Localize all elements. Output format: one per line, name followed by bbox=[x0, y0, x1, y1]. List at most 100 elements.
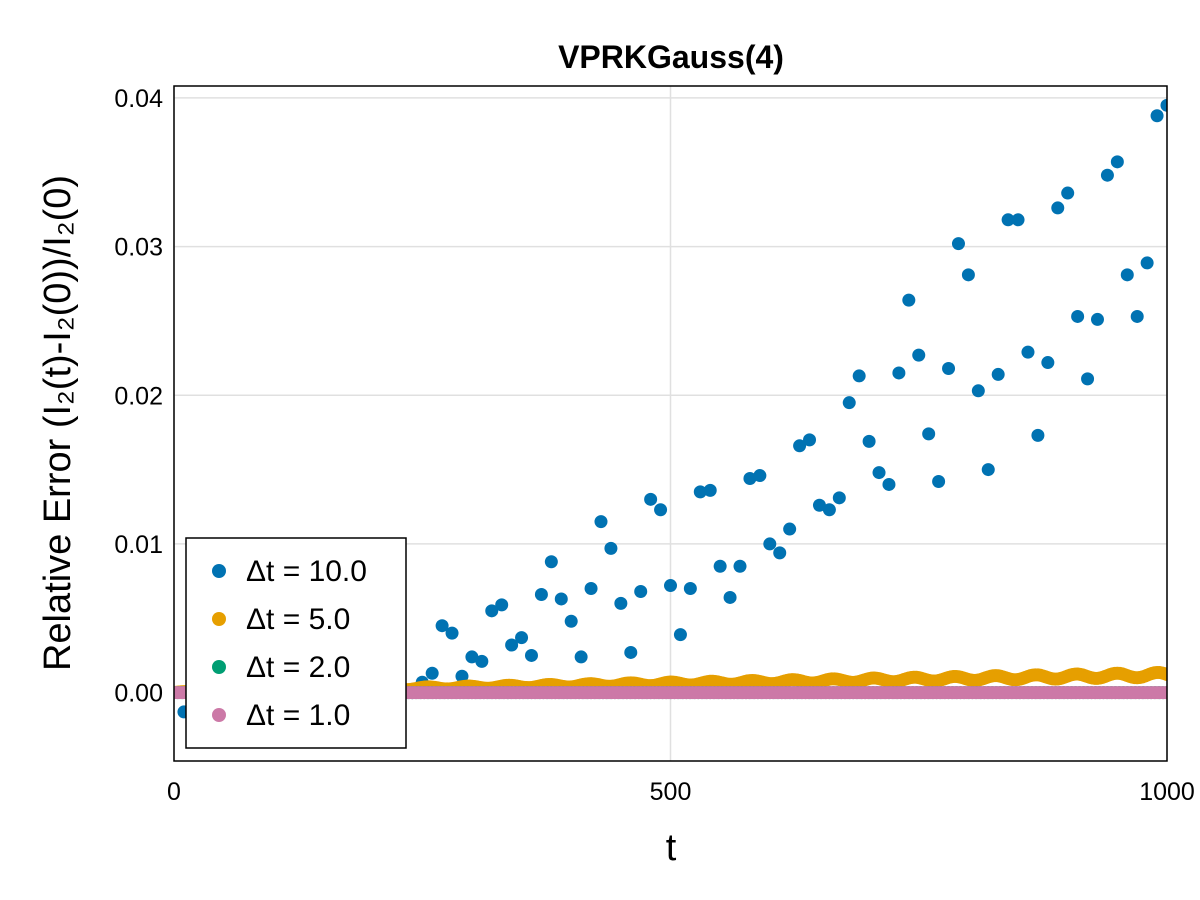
x-tick-label: 1000 bbox=[1139, 778, 1195, 806]
legend-marker bbox=[212, 612, 226, 626]
point-dt-10 bbox=[1061, 186, 1075, 200]
point-dt-10 bbox=[812, 498, 826, 512]
point-dt-10 bbox=[1150, 109, 1164, 123]
point-dt-10 bbox=[654, 503, 668, 517]
plot-frame bbox=[173, 85, 1168, 762]
y-axis-ticks: 0.00 0.01 0.02 0.03 0.04 bbox=[114, 85, 163, 708]
point-dt-10 bbox=[1001, 213, 1015, 227]
point-dt-10 bbox=[1041, 356, 1055, 370]
point-dt-10 bbox=[564, 614, 578, 628]
point-dt-10 bbox=[981, 463, 995, 477]
legend-label: Δt = 5.0 bbox=[246, 603, 350, 636]
point-dt-10 bbox=[435, 619, 449, 633]
point-dt-10 bbox=[1021, 345, 1035, 359]
legend-label: Δt = 1.0 bbox=[246, 699, 350, 732]
point-dt-10 bbox=[922, 427, 936, 441]
point-dt-10 bbox=[1071, 309, 1085, 323]
legend-label: Δt = 2.0 bbox=[246, 651, 350, 684]
point-dt-10 bbox=[971, 384, 985, 398]
point-dt-10 bbox=[614, 596, 628, 610]
point-dt-10 bbox=[753, 469, 767, 483]
point-dt-10 bbox=[773, 546, 787, 560]
point-dt-10 bbox=[902, 293, 916, 307]
point-dt-10 bbox=[1120, 268, 1134, 282]
point-dt-10 bbox=[793, 439, 807, 453]
point-dt-10 bbox=[505, 638, 519, 652]
point-dt-10 bbox=[763, 537, 777, 551]
point-dt-10 bbox=[892, 366, 906, 380]
y-axis-label: Relative Error (I₂(t)-I₂(0))/I₂(0) bbox=[37, 175, 79, 671]
point-dt-10 bbox=[664, 579, 677, 593]
point-dt-10 bbox=[803, 433, 817, 447]
point-dt-10 bbox=[951, 237, 965, 251]
point-dt-10 bbox=[1031, 428, 1045, 442]
point-dt-10 bbox=[842, 396, 856, 410]
point-dt-10 bbox=[1090, 312, 1104, 326]
y-tick-label: 0.04 bbox=[114, 85, 163, 113]
point-dt-10 bbox=[733, 559, 747, 573]
point-dt-10 bbox=[1100, 168, 1114, 182]
point-dt-10 bbox=[1011, 213, 1025, 227]
legend-label: Δt = 10.0 bbox=[246, 555, 367, 588]
y-tick-label: 0.03 bbox=[114, 234, 163, 262]
point-dt-10 bbox=[1160, 98, 1167, 112]
point-dt-10 bbox=[524, 648, 538, 662]
point-dt-10 bbox=[465, 650, 479, 664]
x-axis-ticks: 0 500 1000 bbox=[167, 778, 1195, 806]
point-dt-10 bbox=[852, 369, 866, 383]
point-dt-10 bbox=[1051, 201, 1065, 215]
point-dt-10 bbox=[673, 628, 687, 642]
point-dt-10 bbox=[574, 650, 588, 664]
point-dt-10 bbox=[425, 666, 439, 680]
point-dt-10 bbox=[534, 587, 548, 601]
y-tick-label: 0.02 bbox=[114, 382, 163, 410]
point-dt-10 bbox=[544, 555, 558, 569]
point-dt-10 bbox=[703, 483, 717, 497]
point-dt-5 bbox=[1160, 668, 1167, 682]
legend-marker bbox=[212, 708, 226, 722]
point-dt-10 bbox=[594, 515, 608, 529]
point-dt-10 bbox=[991, 367, 1005, 381]
point-dt-10 bbox=[455, 669, 469, 683]
point-dt-10 bbox=[445, 626, 459, 640]
point-dt-10 bbox=[862, 434, 876, 448]
point-dt-10 bbox=[584, 582, 598, 596]
point-dt-10 bbox=[932, 474, 946, 488]
point-dt-10 bbox=[475, 654, 489, 668]
point-dt-10 bbox=[723, 590, 737, 604]
point-dt-10 bbox=[942, 361, 956, 375]
y-tick-label: 0.00 bbox=[114, 680, 163, 708]
point-dt-10 bbox=[1110, 155, 1124, 169]
point-dt-10 bbox=[832, 491, 846, 505]
point-dt-10 bbox=[644, 492, 658, 506]
point-dt-10 bbox=[713, 559, 727, 573]
point-dt-10 bbox=[604, 541, 618, 555]
point-dt-10 bbox=[634, 585, 648, 599]
legend: Δt = 10.0 Δt = 5.0 Δt = 2.0 Δt = 1.0 bbox=[185, 537, 407, 749]
point-dt-10 bbox=[872, 466, 886, 480]
point-dt-10 bbox=[961, 268, 975, 282]
point-dt-10 bbox=[1140, 256, 1154, 270]
x-tick-label: 0 bbox=[167, 778, 181, 806]
chart-title: VPRKGauss(4) bbox=[558, 39, 784, 75]
point-dt-10 bbox=[485, 604, 499, 618]
point-dt-10 bbox=[912, 348, 926, 362]
x-tick-label: 500 bbox=[650, 778, 692, 806]
point-dt-10 bbox=[882, 477, 896, 491]
legend-marker bbox=[212, 564, 226, 578]
point-dt-10 bbox=[515, 631, 529, 645]
point-dt-10 bbox=[822, 503, 836, 517]
point-dt-10 bbox=[1130, 309, 1144, 323]
y-tick-label: 0.01 bbox=[114, 531, 163, 559]
point-dt-10 bbox=[495, 598, 509, 612]
point-dt-10 bbox=[693, 485, 707, 499]
point-dt-10 bbox=[554, 592, 568, 606]
point-dt-10 bbox=[683, 582, 697, 596]
legend-marker bbox=[212, 660, 226, 674]
point-dt-10 bbox=[624, 645, 638, 659]
point-dt-10 bbox=[783, 522, 797, 536]
point-dt-10 bbox=[743, 472, 757, 486]
point-dt-10 bbox=[1081, 372, 1095, 386]
point-dt-1 bbox=[1159, 686, 1167, 700]
